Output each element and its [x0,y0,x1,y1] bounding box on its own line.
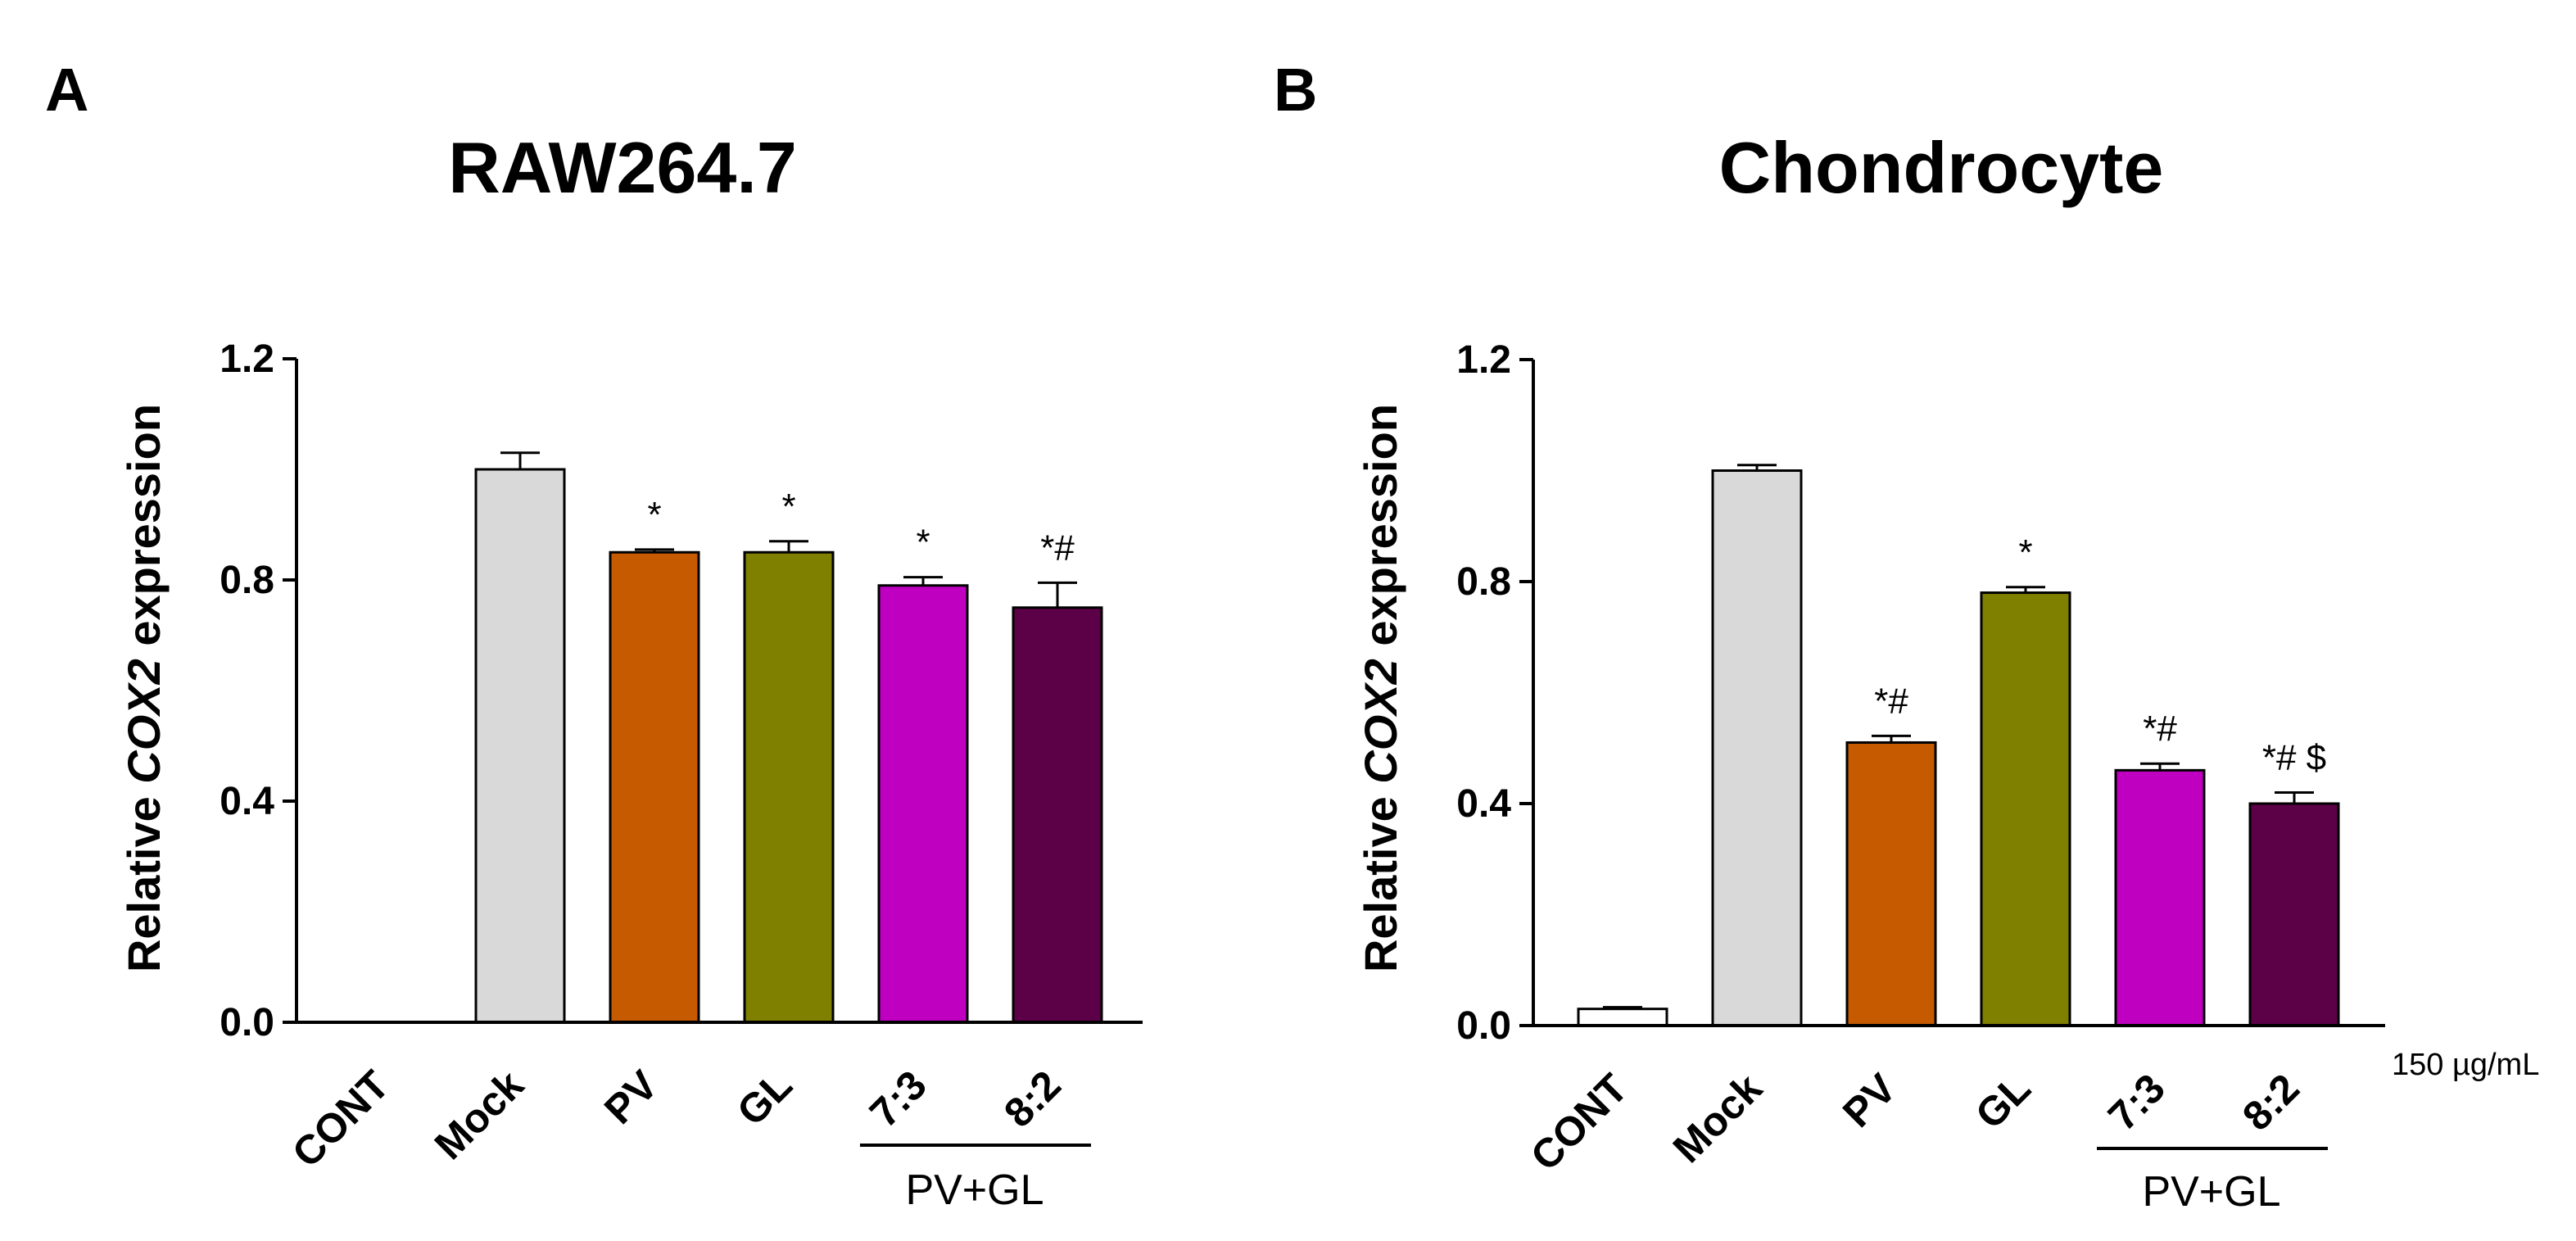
panel-a-title: RAW264.7 [448,127,797,208]
panel-a-ytick: 0.0 [220,1001,274,1044]
panel-a-error-bar [903,576,943,586]
panel-b-bar [1711,469,1803,1027]
panel-a-bar [1012,606,1103,1024]
panel-a-bar [743,550,835,1024]
panel-b-significance-label: *# $ [2262,737,2326,777]
panel-b-ytick: 1.2 [1456,338,1511,382]
panel-b-yticks: 0.0 0.4 0.8 1.2 [1456,338,1511,1048]
panel-a-ytick: 0.8 [220,559,274,602]
panel-b-error-bar [2275,790,2314,804]
panel-b-bar [1980,591,2071,1027]
panel-b-unit-label: 150 µg/mL [2392,1048,2539,1082]
panel-a-error-bar [500,451,540,469]
panel-a-category-label: GL [728,1062,801,1135]
panel-a-category-label: Mock [426,1062,532,1168]
panel-b-categories: CONT Mock PV GL 7:3 8:2 [1522,1065,2308,1180]
panel-b-title: Chondrocyte [1719,127,2164,208]
panel-b-category-label: CONT [1522,1065,1637,1180]
panel-b-significance-label: *# [1874,681,1908,721]
panel-b-bar [1577,1008,1668,1027]
panel-b-ylabel: Relative COX2 expression [1355,404,1406,972]
panel-b-axes [1519,358,2385,1027]
panel-a-significance-label: *# [1040,528,1075,568]
panel-b-ytick: 0.0 [1456,1004,1511,1048]
panel-b-bar [2114,768,2206,1027]
panel-b-significance-label: * [2018,532,2032,573]
panel-a-bar [609,550,700,1024]
panel-b-error-bar [2006,586,2045,593]
panel-b-bar [2248,802,2340,1027]
panel-b-significance-label: *# [2143,709,2177,749]
panel-a-category-label: 7:3 [861,1062,935,1136]
panel-a: A RAW264.7 Relative COX2 expression 0.0 … [45,56,1143,1214]
panel-b-category-label: GL [1967,1065,2040,1138]
panel-b-error-bar [2140,762,2180,771]
panel-b-ytick: 0.8 [1456,560,1511,604]
panel-a-error-bar [635,548,674,553]
panel-b: B Chondrocyte Relative COX2 expression 0… [1274,56,2539,1216]
panel-b-category-label: 7:3 [2099,1065,2174,1139]
panel-b-error-bar [1872,734,1911,743]
panel-b-bars: *# * *# *# $ [1577,464,2340,1027]
panel-a-ylabel: Relative COX2 expression [118,404,170,972]
panel-a-yticks: 0.0 0.4 0.8 1.2 [220,337,274,1044]
panel-b-error-bar [1737,464,1777,471]
panel-a-ytick: 1.2 [220,337,274,381]
panel-a-axes [283,357,1143,1024]
panel-b-bar [1845,741,1937,1027]
panel-a-group-label: PV+GL [905,1166,1044,1214]
panel-a-significance-label: * [916,523,930,563]
panel-b-category-label: PV [1834,1065,1905,1136]
panel-a-bar [877,584,969,1024]
panel-a-significance-label: * [781,487,795,527]
panel-a-error-bar [769,540,808,553]
panel-b-category-label: Mock [1664,1065,1771,1171]
panel-a-letter: A [45,56,88,124]
panel-a-significance-label: * [647,495,661,535]
panel-a-bars: * * * *# [474,451,1103,1024]
panel-a-error-bar [1038,581,1077,608]
panel-b-group-label: PV+GL [2142,1168,2280,1216]
panel-a-bar [474,468,566,1024]
panel-b-ytick: 0.4 [1456,782,1511,826]
panel-a-category-label: PV [595,1062,667,1133]
panel-b-category-label: 8:2 [2234,1065,2308,1139]
panel-a-category-label: CONT [283,1062,398,1176]
panel-b-letter: B [1274,56,1317,124]
panel-a-category-label: 8:2 [995,1062,1070,1136]
panel-a-ytick: 0.4 [220,780,274,823]
panel-b-error-bar [1603,1006,1642,1009]
panel-a-categories: CONT Mock PV GL 7:3 8:2 [283,1062,1070,1176]
